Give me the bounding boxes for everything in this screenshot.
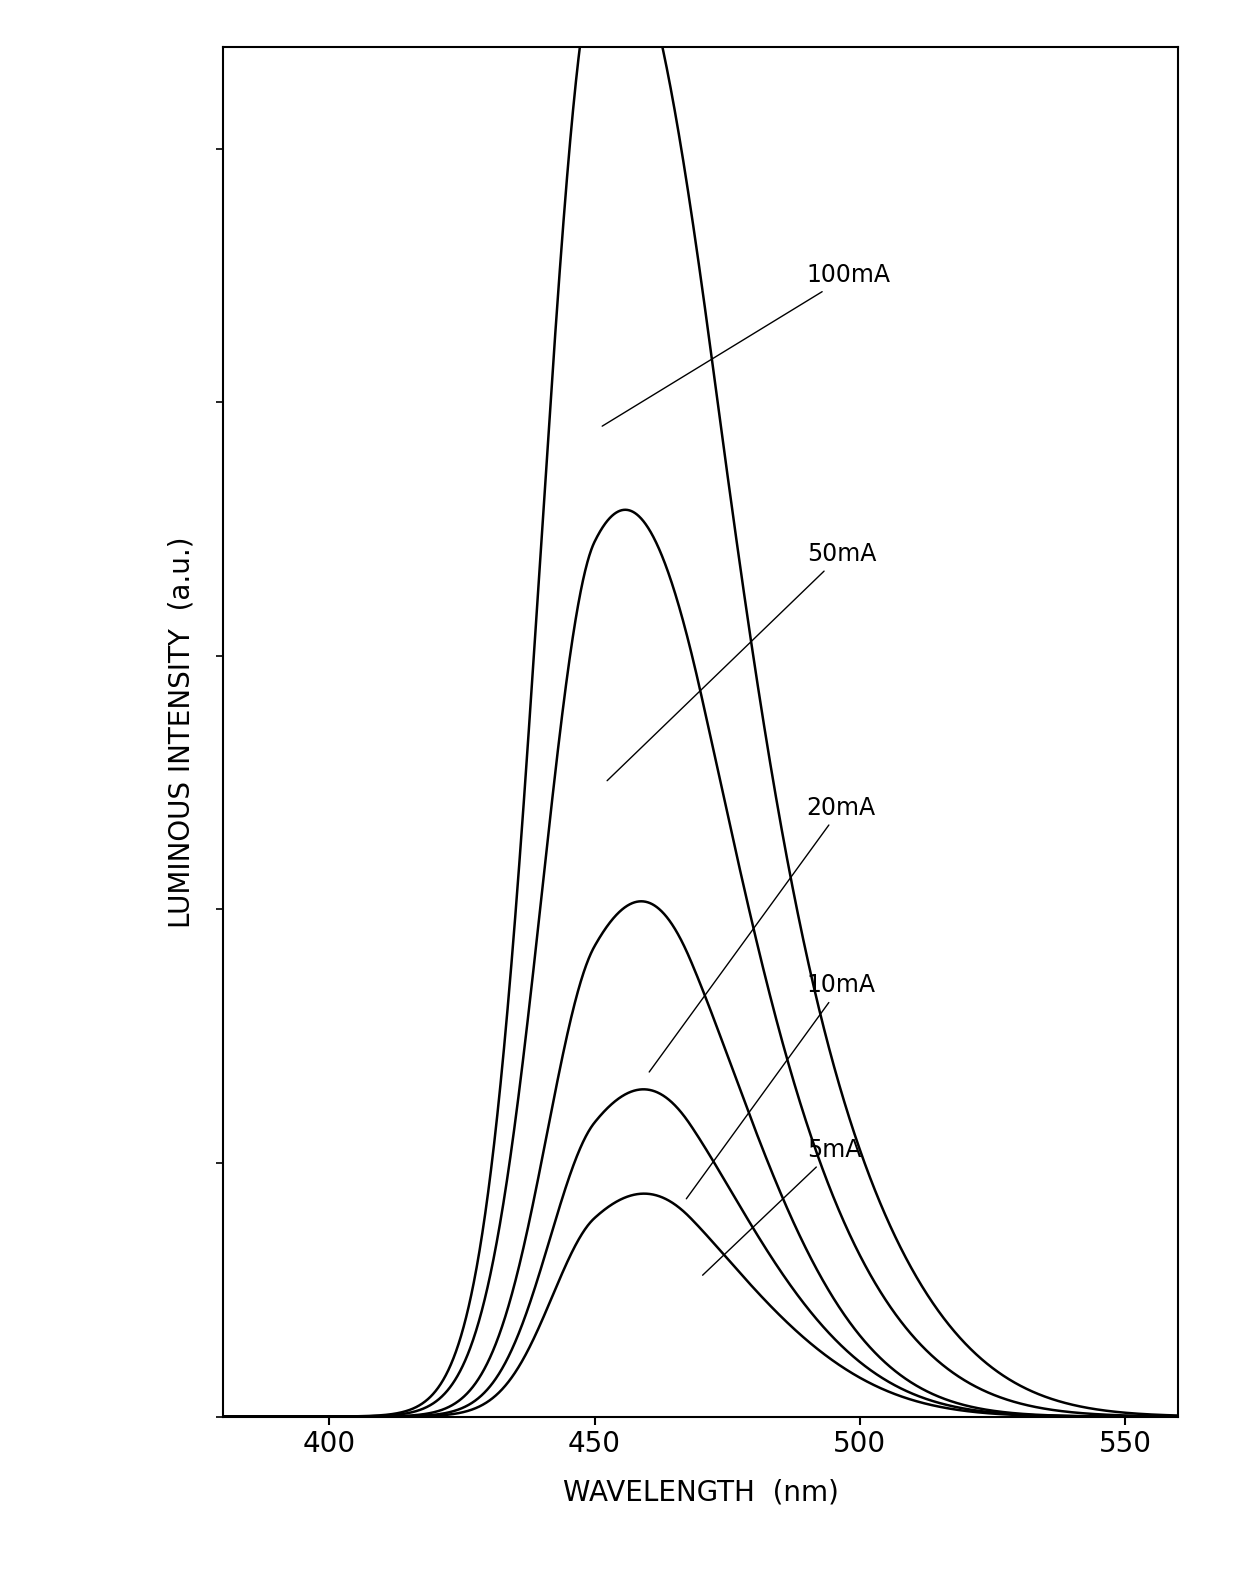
Text: 50mA: 50mA bbox=[608, 543, 877, 781]
Text: 20mA: 20mA bbox=[650, 796, 875, 1072]
Text: 100mA: 100mA bbox=[603, 263, 890, 427]
Y-axis label: LUMINOUS INTENSITY  (a.u.): LUMINOUS INTENSITY (a.u.) bbox=[167, 537, 196, 927]
Text: 10mA: 10mA bbox=[686, 973, 875, 1199]
X-axis label: WAVELENGTH  (nm): WAVELENGTH (nm) bbox=[563, 1478, 838, 1506]
Text: 5mA: 5mA bbox=[703, 1138, 861, 1275]
